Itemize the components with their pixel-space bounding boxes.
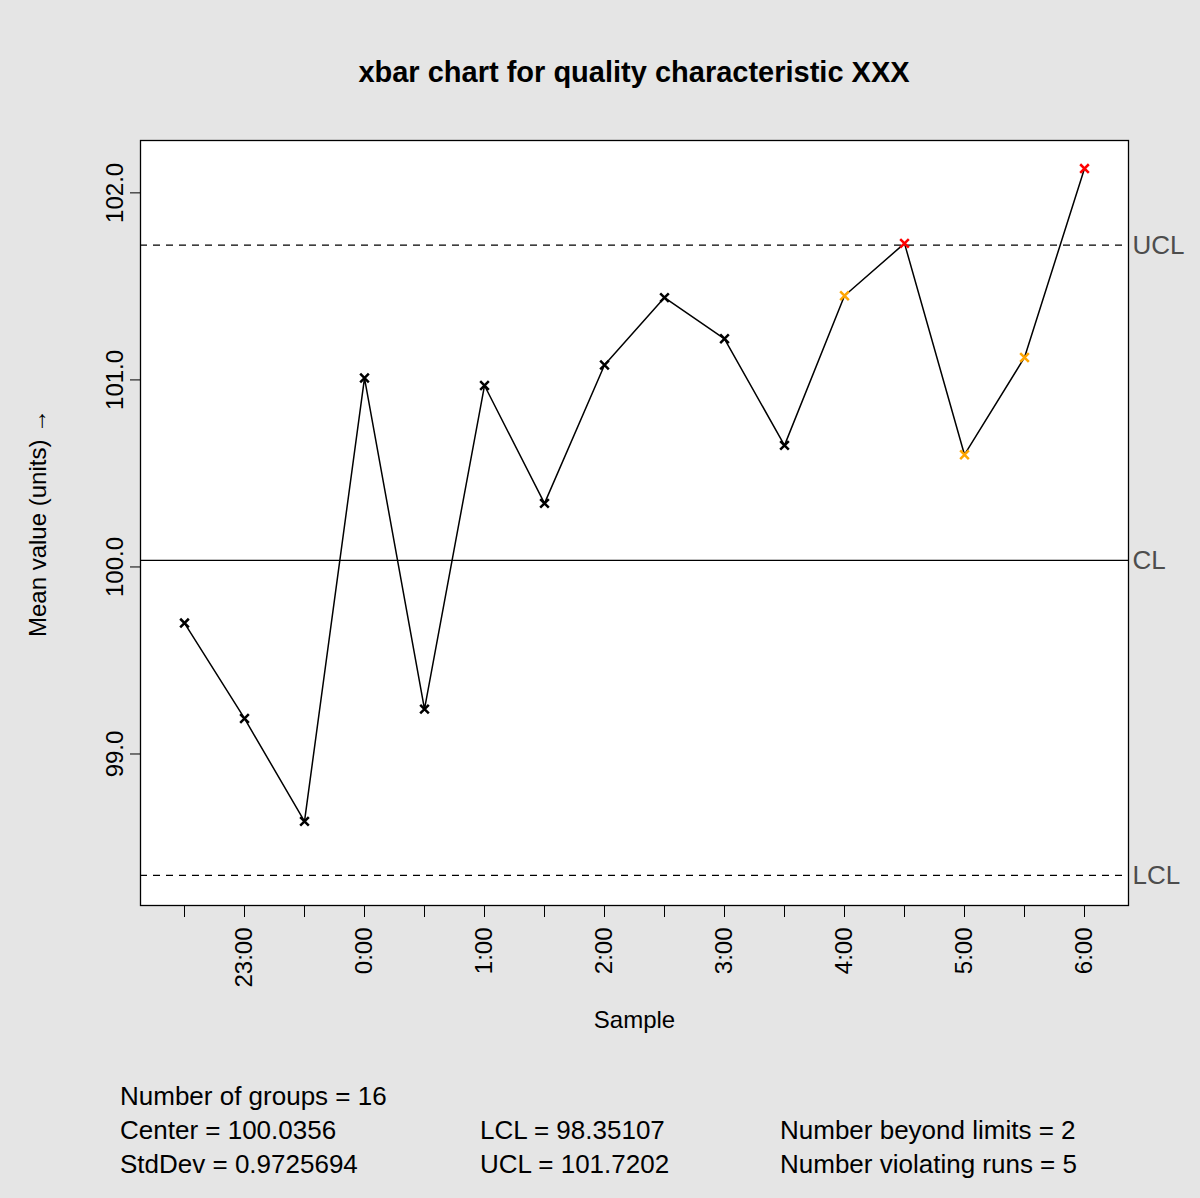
html-text:xbar chart for quality charact: xbar chart for quality characteristic XX… xyxy=(358,56,910,88)
svg-text:5:00: 5:00 xyxy=(950,928,977,975)
svg-text:3:00: 3:00 xyxy=(710,928,737,975)
svg-text:1:00: 1:00 xyxy=(470,928,497,975)
html-text:UCL = 101.7202: UCL = 101.7202 xyxy=(480,1149,670,1179)
svg-text:100.0: 100.0 xyxy=(101,537,128,597)
html-text:Number of groups = 16: Number of groups = 16 xyxy=(120,1081,387,1111)
svg-text:101.0: 101.0 xyxy=(101,350,128,410)
svg-text:23:00: 23:00 xyxy=(230,928,257,988)
html-text:LCL = 98.35107: LCL = 98.35107 xyxy=(480,1115,665,1145)
html-text:Number beyond limits = 2: Number beyond limits = 2 xyxy=(780,1115,1076,1145)
svg-text:0:00: 0:00 xyxy=(350,928,377,975)
svg-text:CL: CL xyxy=(1133,545,1166,575)
svg-text:UCL: UCL xyxy=(1133,230,1185,260)
svg-text:2:00: 2:00 xyxy=(590,928,617,975)
svg-text:99.0: 99.0 xyxy=(101,731,128,778)
svg-text:LCL: LCL xyxy=(1133,860,1181,890)
svg-text:102.0: 102.0 xyxy=(101,163,128,223)
html-text:Center = 100.0356: Center = 100.0356 xyxy=(120,1115,337,1145)
html-text:Number violating runs = 5: Number violating runs = 5 xyxy=(780,1149,1077,1179)
svg-text:Sample: Sample xyxy=(594,1006,675,1033)
html-text:StdDev = 0.9725694: StdDev = 0.9725694 xyxy=(120,1149,358,1179)
svg-text:Mean value (units) →: Mean value (units) → xyxy=(24,409,51,637)
svg-text:6:00: 6:00 xyxy=(1070,928,1097,975)
svg-text:4:00: 4:00 xyxy=(830,928,857,975)
